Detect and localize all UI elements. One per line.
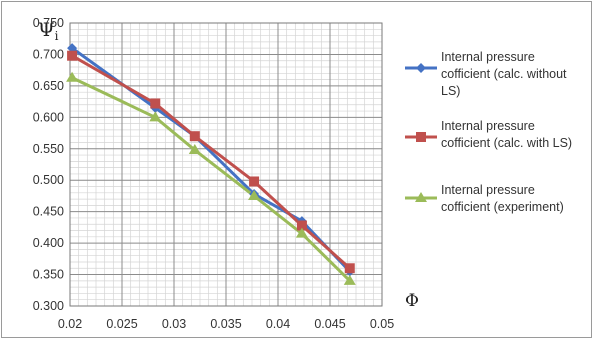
y-tick-label: 0.650: [33, 79, 64, 93]
series-3-point: [248, 189, 261, 200]
series-2-line: [71, 54, 351, 270]
legend-label-3-line-2: cofficient (experiment): [441, 200, 564, 214]
legend: Internal pressure cofficient (calc. witho…: [405, 50, 572, 214]
legend-swatch-marker-3: [415, 192, 427, 202]
x-tick-label: 0.04: [266, 317, 290, 331]
x-tick-label: 0.045: [314, 317, 345, 331]
y-tick-label: 0.450: [33, 205, 64, 219]
series-3-line: [71, 76, 351, 282]
y-axis-ticks: 0.300 0.350 0.400 0.450 0.500 0.550 0.600 0.650…: [33, 16, 64, 313]
plot-area: [69, 22, 383, 307]
major-grid: [69, 22, 383, 307]
legend-item-3: Internal pressure cofficient (experiment): [405, 183, 564, 214]
series-2-point: [67, 50, 78, 61]
series-lines: [71, 46, 351, 282]
plot-border: [69, 22, 383, 307]
series-2-point: [189, 131, 200, 142]
x-tick-label: 0.025: [106, 317, 137, 331]
series-3-point: [343, 274, 356, 285]
y-tick-label: 0.300: [33, 299, 64, 313]
x-axis-label: Φ: [405, 291, 419, 311]
series-3-point: [66, 71, 79, 82]
series-3-point: [188, 144, 201, 155]
y-tick-label: 0.350: [33, 268, 64, 282]
legend-item-1: Internal pressure cofficient (calc. witho…: [405, 50, 567, 98]
series-2-point: [249, 176, 260, 187]
legend-swatch-marker-2: [416, 132, 426, 142]
legend-item-2: Internal pressure cofficient (calc. with …: [405, 119, 572, 150]
y-tick-label: 0.600: [33, 110, 64, 124]
y-axis-label: Ψi: [38, 19, 59, 43]
y-axis-label-main: Ψ: [38, 19, 55, 41]
series-2-point: [150, 98, 161, 109]
x-tick-label: 0.03: [162, 317, 186, 331]
y-tick-label: 0.550: [33, 142, 64, 156]
series-2-point: [296, 220, 307, 231]
series-1-line: [71, 46, 351, 273]
series-2-point: [344, 263, 355, 274]
legend-label-3-line-1: Internal pressure: [441, 183, 535, 197]
legend-label-1-line-1: Internal pressure: [441, 50, 535, 64]
series-markers: [66, 43, 356, 285]
x-tick-label: 0.02: [58, 317, 82, 331]
y-tick-label: 0.750: [33, 16, 64, 30]
x-axis-ticks: 0.02 0.025 0.03 0.035 0.04 0.045 0.05: [58, 317, 394, 331]
legend-swatch-marker-1: [416, 63, 426, 73]
legend-label-1-line-3: LS): [441, 84, 460, 98]
series-3-point: [149, 111, 162, 122]
legend-label-2-line-1: Internal pressure: [441, 119, 535, 133]
x-tick-label: 0.05: [370, 317, 394, 331]
series-1-point: [67, 43, 78, 54]
series-3-point: [295, 227, 308, 238]
y-tick-label: 0.400: [33, 236, 64, 250]
y-axis-label-subscript: i: [55, 29, 59, 43]
legend-label-2-line-2: cofficient (calc. with LS): [441, 136, 572, 150]
legend-label-1-line-2: cofficient (calc. without: [441, 67, 567, 81]
y-tick-label: 0.700: [33, 47, 64, 61]
y-tick-label: 0.500: [33, 173, 64, 187]
x-tick-label: 0.035: [210, 317, 241, 331]
